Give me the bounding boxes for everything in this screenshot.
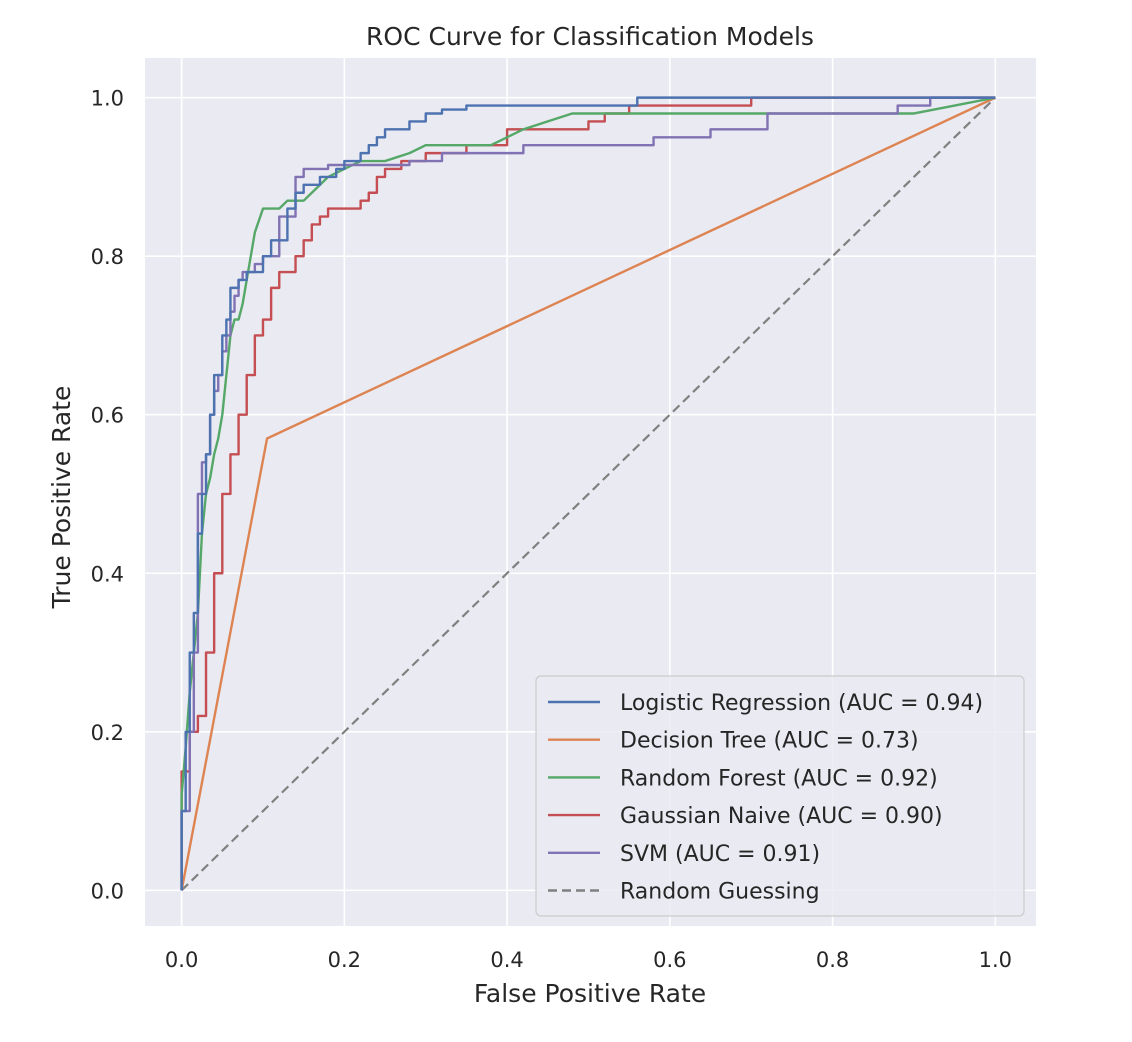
legend-entry: Random Guessing [620,880,820,905]
x-axis-label: False Positive Rate [474,979,706,1008]
series-line-5 [180,96,997,892]
x-tick-label: 1.0 [979,948,1012,972]
grid-lines [145,58,1036,926]
y-tick-labels: 0.0 0.2 0.4 0.6 0.8 1.0 [91,87,124,904]
x-tick-label: 0.4 [490,948,523,972]
series-line-2 [180,96,996,891]
legend-entry: Random Forest (AUC = 0.92) [620,766,938,791]
y-tick-label: 1.0 [91,87,124,111]
x-tick-label: 0.0 [165,948,198,972]
legend-entry: Logistic Regression (AUC = 0.94) [620,691,983,716]
y-tick-label: 0.8 [91,245,124,269]
x-tick-label: 0.8 [816,948,849,972]
y-tick-label: 0.4 [91,562,124,586]
x-tick-labels: 0.0 0.2 0.4 0.6 0.8 1.0 [165,948,1012,972]
series-lines [180,96,997,892]
x-tick-label: 0.2 [328,948,361,972]
legend-entry: Gaussian Naive (AUC = 0.90) [620,804,943,829]
x-tick-label: 0.6 [653,948,686,972]
series-line-1 [180,96,996,891]
legend-entry: SVM (AUC = 0.91) [620,842,820,867]
y-tick-label: 0.2 [91,721,124,745]
legend: Logistic Regression (AUC = 0.94) Decision… [535,675,1025,917]
chart-title: ROC Curve for Classification Models [366,22,814,51]
y-axis-label: True Positive Rate [47,386,76,610]
legend-box [535,675,1025,917]
legend-entry: Decision Tree (AUC = 0.73) [620,729,919,754]
y-tick-label: 0.0 [91,879,124,903]
y-tick-label: 0.6 [91,404,124,428]
series-line-0 [180,96,996,891]
